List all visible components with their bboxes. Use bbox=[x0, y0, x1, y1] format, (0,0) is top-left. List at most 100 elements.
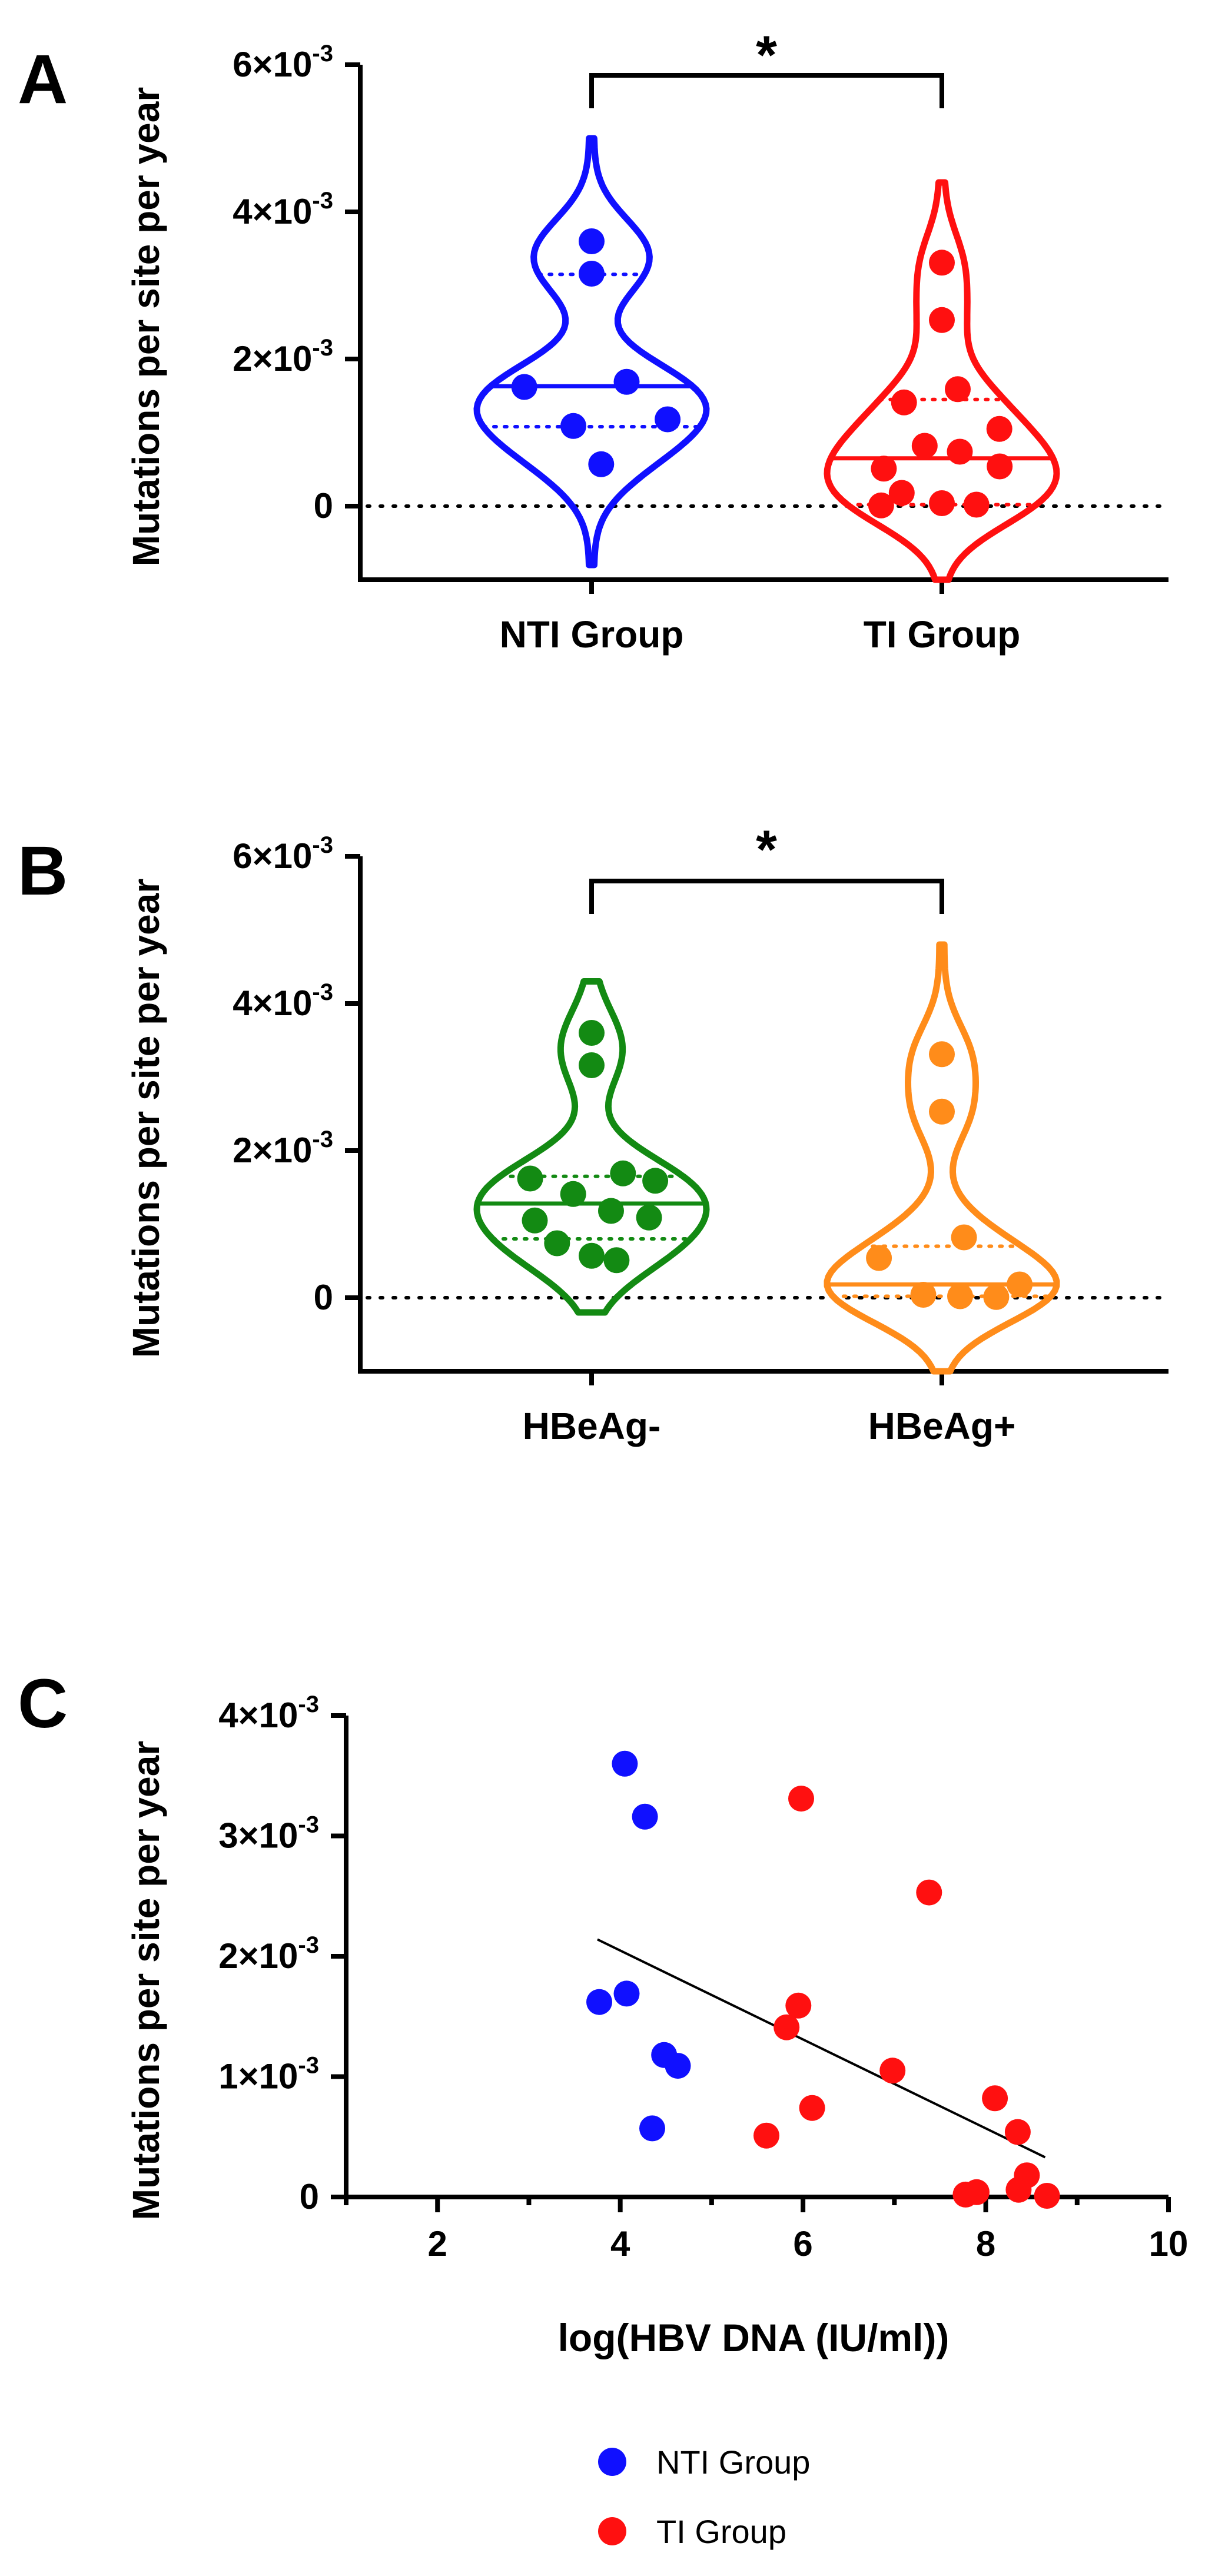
panel-c-x-tick-label-3: 8 bbox=[976, 2224, 995, 2263]
panel-c-data-point-1-3 bbox=[774, 2014, 800, 2040]
panel-b-category-label-hbeag-pos: HBeAg+ bbox=[868, 1405, 1016, 1447]
panel-c-data-point-0-0 bbox=[612, 1750, 638, 1777]
panel-b-chart: 02×10-34×10-36×10-3 bbox=[233, 832, 1170, 1385]
panel-a-data-point-1-2 bbox=[945, 376, 971, 403]
chart-marks: 02×10-34×10-36×10-302×10-34×10-36×10-301… bbox=[218, 41, 1188, 2263]
panel-a-violin-1 bbox=[824, 179, 1060, 583]
panel-b-y-tick-label-2: 4×10-3 bbox=[233, 979, 333, 1023]
panel-b-y-tick-label-1: 2×10-3 bbox=[233, 1126, 333, 1170]
panel-a-violin-0 bbox=[473, 135, 710, 569]
panel-c-data-point-0-1 bbox=[632, 1803, 658, 1830]
panel-c-y-tick-label-2: 2×10-3 bbox=[218, 1932, 319, 1976]
panel-b-data-point-0-4 bbox=[642, 1168, 669, 1194]
panel-b-data-point-0-7 bbox=[636, 1204, 662, 1231]
legend-marker-nti bbox=[598, 2448, 626, 2476]
panel-b-y-tick-label-2-exponent: -3 bbox=[312, 979, 333, 1005]
panel-a-data-point-0-5 bbox=[560, 413, 586, 439]
panel-a-data-point-0-3 bbox=[511, 374, 537, 400]
panel-a-data-point-1-9 bbox=[888, 480, 915, 506]
panel-b-data-point-1-5 bbox=[910, 1282, 937, 1308]
panel-b-data-point-0-8 bbox=[522, 1207, 548, 1234]
panel-b-y-tick-label-3-mantissa: 6×10 bbox=[233, 836, 312, 876]
panel-c-chart: 01×10-32×10-33×10-34×10-32 4 6 8 10 bbox=[218, 1691, 1188, 2263]
panel-a-data-point-0-4 bbox=[655, 406, 681, 433]
panel-b-data-point-1-1 bbox=[929, 1098, 955, 1125]
panel-b-violin-1 bbox=[824, 941, 1060, 1375]
panel-a-data-point-0-0 bbox=[579, 228, 605, 254]
panel-a-y-tick-label-2-exponent: -3 bbox=[312, 188, 333, 214]
panel-a-data-point-0-1 bbox=[579, 261, 605, 287]
panel-c-x-tick-label-4: 10 bbox=[1149, 2224, 1189, 2263]
panel-b-data-point-1-4 bbox=[1007, 1271, 1033, 1298]
panel-b-data-point-0-10 bbox=[579, 1242, 605, 1269]
panel-a-data-point-1-5 bbox=[911, 433, 938, 459]
panel-c-y-tick-label-1-mantissa: 1×10 bbox=[218, 2057, 298, 2096]
panel-c-y-tick-label-3-exponent: -3 bbox=[298, 1812, 319, 1838]
panel-c-data-point-1-0 bbox=[788, 1786, 814, 1812]
panel-c-data-point-1-13 bbox=[1034, 2183, 1060, 2209]
panel-c-data-point-1-7 bbox=[1004, 2119, 1031, 2145]
panel-a-significance-bracket bbox=[589, 73, 944, 108]
panel-b-data-point-0-11 bbox=[603, 1247, 630, 1274]
panel-b-y-tick-label-3: 6×10-3 bbox=[233, 832, 333, 876]
panel-b-data-point-1-0 bbox=[929, 1041, 955, 1068]
panel-b-significance-bracket bbox=[589, 879, 944, 914]
panel-a-y-tick-label-1-exponent: -3 bbox=[312, 335, 333, 361]
panel-b-y-tick-label-2-mantissa: 4×10 bbox=[233, 983, 312, 1023]
panel-a-y-tick-label-2: 4×10-3 bbox=[233, 188, 333, 231]
panel-b-significance-star: * bbox=[756, 820, 777, 880]
panel-b-y-axis-label: Mutations per site per year bbox=[125, 879, 167, 1358]
panel-c-x-tick-label-0: 2 bbox=[428, 2224, 447, 2263]
panel-b-data-point-1-2 bbox=[951, 1224, 977, 1251]
panel-c-y-tick-label-1: 1×10-3 bbox=[218, 2053, 319, 2096]
panel-b-data-point-0-3 bbox=[517, 1165, 543, 1192]
panel-c-data-point-1-1 bbox=[916, 1879, 942, 1906]
panel-c-data-point-1-12 bbox=[1005, 2176, 1032, 2203]
panel-a-y-axis-label: Mutations per site per year bbox=[125, 87, 167, 566]
panel-a-data-point-1-11 bbox=[963, 491, 990, 518]
panel-a-y-tick-label-3-exponent: -3 bbox=[312, 41, 333, 67]
panel-a-data-point-0-6 bbox=[588, 451, 615, 477]
panel-a-category-label-ti: TI Group bbox=[864, 613, 1021, 656]
panel-a-data-point-1-1 bbox=[929, 307, 955, 333]
panel-c-y-tick-label-3: 3×10-3 bbox=[218, 1812, 319, 1856]
panel-a-data-point-1-10 bbox=[929, 490, 955, 516]
panel-c-data-point-1-8 bbox=[753, 2122, 779, 2149]
panel-c-data-point-0-5 bbox=[665, 2053, 691, 2079]
panel-b-data-point-0-0 bbox=[579, 1020, 605, 1046]
legend-marker-ti bbox=[598, 2517, 626, 2545]
panel-a-y-tick-label-0: 0 bbox=[314, 486, 333, 526]
panel-c-x-tick-label-1: 4 bbox=[610, 2224, 630, 2263]
panel-a-y-tick-label-2-mantissa: 4×10 bbox=[233, 192, 312, 231]
panel-a-data-point-1-12 bbox=[868, 492, 894, 518]
panel-b-data-point-0-6 bbox=[598, 1198, 624, 1224]
panel-b-category-label-hbeag-neg: HBeAg- bbox=[523, 1405, 661, 1447]
panel-a-chart: 02×10-34×10-36×10-3 bbox=[233, 41, 1170, 594]
panel-c-data-point-1-2 bbox=[785, 1992, 812, 2019]
panel-a-category-label-nti: NTI Group bbox=[500, 613, 684, 656]
panel-c-data-point-0-2 bbox=[586, 1989, 612, 2015]
panel-c-y-axis-label: Mutations per site per year bbox=[125, 1741, 167, 2220]
panel-b-data-point-0-9 bbox=[544, 1230, 570, 1257]
panel-c-data-point-1-6 bbox=[799, 2095, 825, 2121]
panel-c-y-tick-label-4-exponent: -3 bbox=[298, 1691, 319, 1717]
panel-b-y-tick-label-1-mantissa: 2×10 bbox=[233, 1131, 312, 1170]
panel-letter-c: C bbox=[18, 1665, 68, 1743]
panel-c-data-point-1-4 bbox=[879, 2058, 906, 2084]
panel-b-data-point-0-2 bbox=[610, 1160, 636, 1186]
legend-label-nti: NTI Group bbox=[656, 2444, 810, 2481]
panel-b-data-point-0-5 bbox=[560, 1181, 586, 1207]
panel-c-y-tick-label-4-mantissa: 4×10 bbox=[218, 1696, 298, 1735]
panel-a-data-point-1-8 bbox=[871, 456, 897, 482]
panel-c-data-point-0-6 bbox=[639, 2115, 665, 2142]
legend: NTI Group TI Group bbox=[598, 2444, 810, 2550]
panel-c-x-axis-label: log(HBV DNA (IU/ml)) bbox=[558, 2316, 950, 2359]
panel-a-y-tick-label-3: 6×10-3 bbox=[233, 41, 333, 84]
panel-c-data-point-0-3 bbox=[613, 1980, 640, 2007]
panel-a-y-tick-label-1-mantissa: 2×10 bbox=[233, 339, 312, 378]
panel-c-y-tick-label-4: 4×10-3 bbox=[218, 1691, 319, 1735]
panel-b-y-tick-label-1-exponent: -3 bbox=[312, 1126, 333, 1152]
panel-c-y-tick-label-2-exponent: -3 bbox=[298, 1932, 319, 1958]
panel-c-data-point-1-11 bbox=[964, 2179, 990, 2205]
